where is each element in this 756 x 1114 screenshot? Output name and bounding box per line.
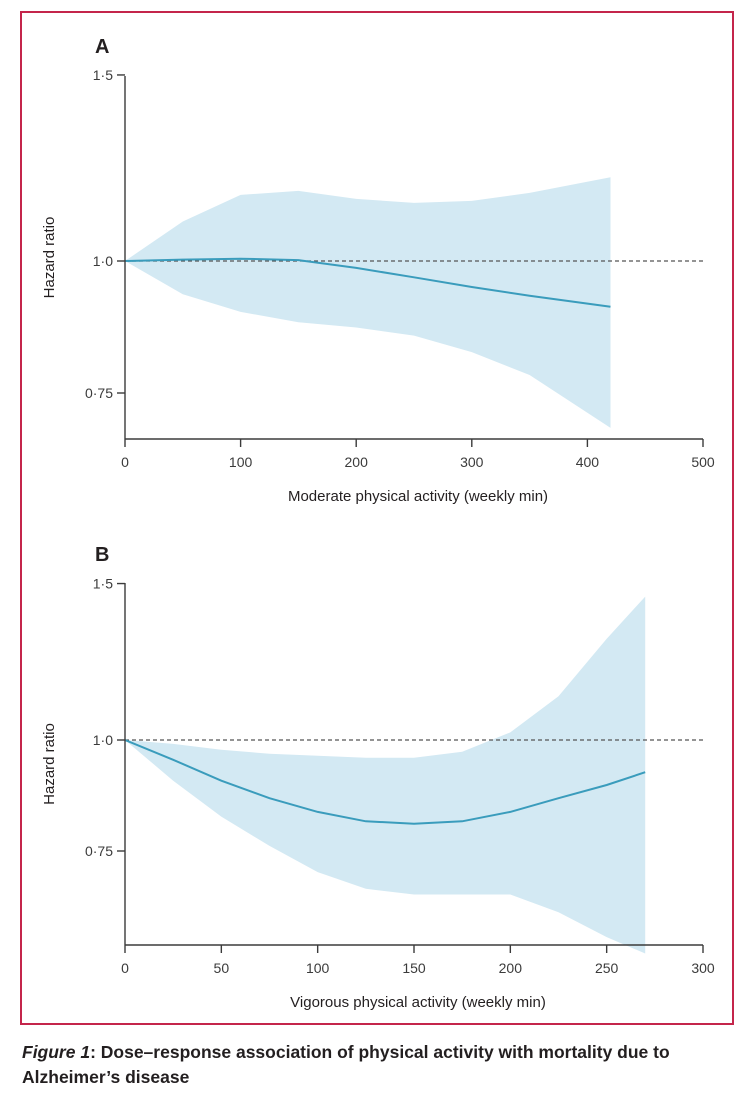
figure-label: Figure 1: [22, 1042, 91, 1062]
hazard-ratio-curve: [124, 257, 611, 308]
confidence-band: [125, 177, 611, 428]
x-tick-label: 0: [121, 960, 129, 976]
y-tick-label: 0·75: [85, 385, 113, 401]
x-tick-label: 100: [306, 960, 330, 976]
x-tick-label: 200: [499, 960, 523, 976]
x-tick-label: 300: [460, 454, 484, 470]
x-tick-label: 250: [595, 960, 619, 976]
y-tick-label: 0·75: [85, 843, 113, 859]
figure-frame: A 1·5 1·0 0·75 0 100 200 300 400 500 Moderate phys…: [20, 11, 734, 1025]
hazard-ratio-curve: [124, 739, 646, 825]
x-axis-title: Vigorous physical activity (weekly min): [290, 994, 546, 1011]
x-tick-label: 0: [121, 454, 129, 470]
x-tick-label: 200: [345, 454, 369, 470]
y-axis-title: Hazard ratio: [41, 217, 58, 299]
x-axis-title: Moderate physical activity (weekly min): [288, 488, 548, 505]
chart-panel-A: A 1·5 1·0 0·75 0 100 200 300 400 500 Moderate phys…: [41, 36, 715, 505]
y-axis-title: Hazard ratio: [41, 723, 58, 805]
x-tick-label: 100: [229, 454, 253, 470]
chart-panel-B: B 1·5 1·0 0·75 0 50 100 150 200 250 300 Vigorous ph…: [41, 544, 715, 1011]
x-tick-label: 400: [576, 454, 600, 470]
x-tick-label: 150: [402, 960, 426, 976]
y-tick-label: 1·5: [93, 67, 113, 83]
x-tick-label: 50: [214, 960, 230, 976]
figure-caption: Figure 1: Dose–response association of p…: [22, 1040, 734, 1090]
y-tick-label: 1·5: [93, 576, 113, 592]
panel-label: A: [95, 36, 109, 58]
confidence-band: [125, 596, 646, 954]
panel-label: B: [95, 544, 109, 566]
y-tick-label: 1·0: [93, 253, 113, 269]
caption-continuation: [22, 1101, 734, 1114]
figure-caption-text: : Dose–response association of physical …: [22, 1042, 670, 1087]
x-tick-label: 500: [691, 454, 715, 470]
x-tick-label: 300: [691, 960, 715, 976]
y-tick-label: 1·0: [93, 732, 113, 748]
